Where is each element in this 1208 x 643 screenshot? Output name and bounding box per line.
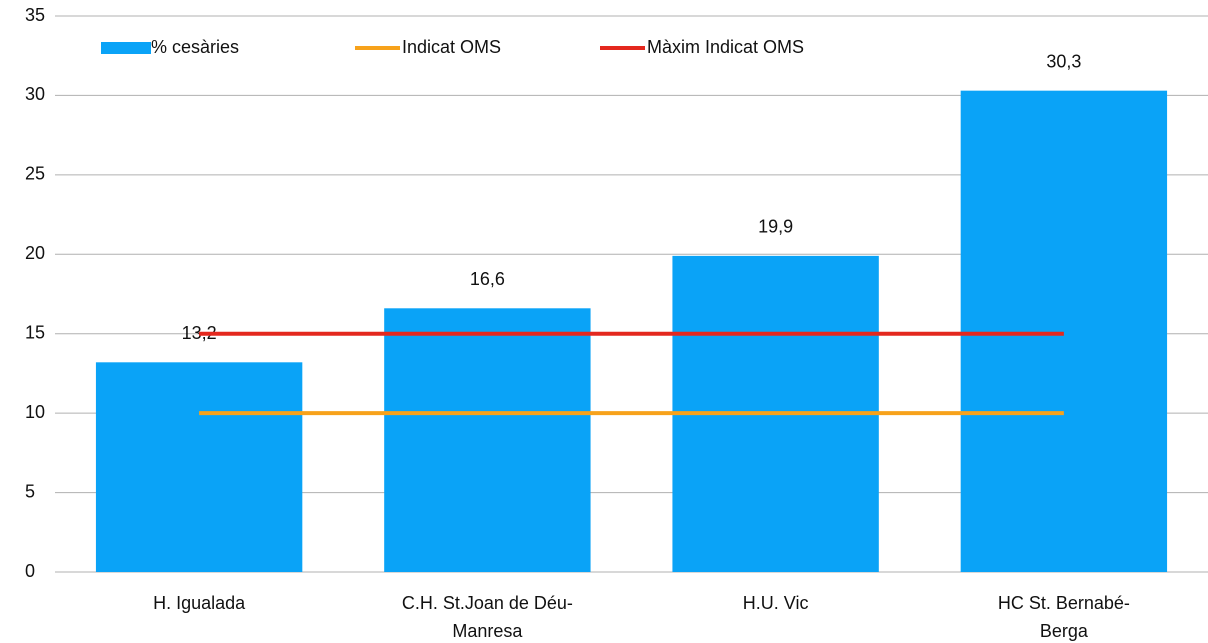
bar bbox=[95, 362, 303, 572]
value-label: 16,6 bbox=[470, 269, 505, 289]
y-tick-label: 25 bbox=[25, 164, 45, 184]
bar bbox=[384, 308, 591, 572]
legend-label: Indicat OMS bbox=[402, 37, 501, 57]
y-tick-label: 5 bbox=[25, 481, 35, 501]
x-tick-label: H. Igualada bbox=[153, 593, 246, 613]
legend-label: Màxim Indicat OMS bbox=[647, 37, 804, 57]
y-tick-label: 35 bbox=[25, 5, 45, 25]
y-tick-label: 10 bbox=[25, 402, 45, 422]
legend-label: % cesàries bbox=[151, 37, 239, 57]
value-label: 30,3 bbox=[1046, 51, 1081, 71]
value-label: 19,9 bbox=[758, 217, 793, 237]
y-tick-label: 20 bbox=[25, 243, 45, 263]
bar bbox=[960, 90, 1168, 573]
legend-swatch bbox=[101, 42, 151, 54]
y-tick-label: 15 bbox=[25, 322, 45, 342]
y-tick-label: 0 bbox=[25, 561, 35, 581]
x-tick-label: H.U. Vic bbox=[743, 593, 809, 613]
x-tick-label: HC St. Bernabé-Berga bbox=[998, 593, 1130, 641]
x-tick-label: C.H. St.Joan de Déu-Manresa bbox=[402, 593, 573, 641]
y-tick-label: 30 bbox=[25, 84, 45, 104]
